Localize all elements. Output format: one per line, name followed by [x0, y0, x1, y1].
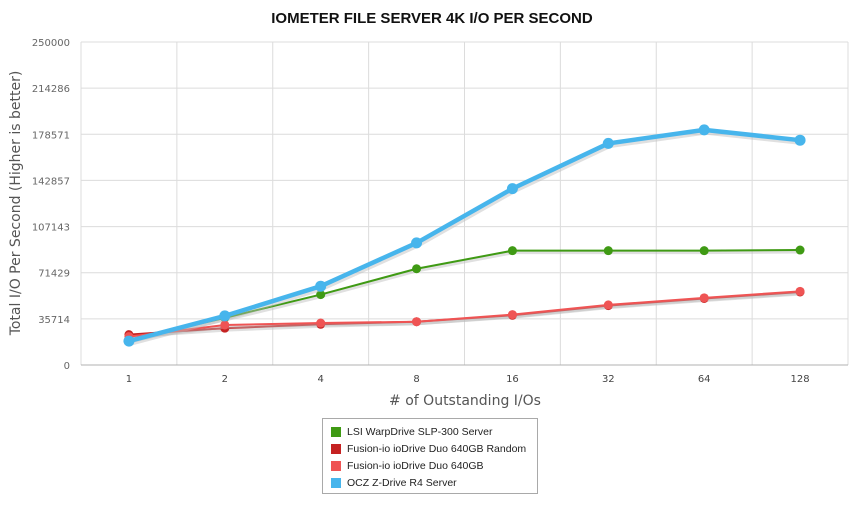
- data-point: [699, 293, 709, 303]
- legend-label: LSI WarpDrive SLP-300 Server: [347, 425, 493, 438]
- grid: [80, 41, 849, 366]
- chart-title: IOMETER FILE SERVER 4K I/O PER SECOND: [271, 10, 593, 27]
- data-point: [507, 310, 517, 320]
- data-point: [412, 317, 422, 327]
- data-point: [795, 286, 805, 296]
- data-point: [795, 245, 805, 255]
- data-point: [506, 183, 518, 195]
- data-point: [411, 237, 423, 249]
- y-tick-label: 107143: [32, 223, 70, 234]
- y-tick-label: 71429: [38, 269, 70, 280]
- x-tick-label: 128: [791, 374, 810, 385]
- legend-label: Fusion-io ioDrive Duo 640GB: [347, 459, 484, 472]
- legend-label: Fusion-io ioDrive Duo 640GB Random: [347, 442, 527, 455]
- y-tick-label: 35714: [38, 315, 70, 326]
- x-tick-label: 64: [698, 374, 711, 385]
- legend-swatch: [331, 460, 341, 471]
- data-point: [602, 137, 614, 149]
- data-point: [220, 320, 230, 330]
- x-tick-label: 8: [413, 374, 419, 385]
- y-axis-label: Total I/O Per Second (Higher is better): [8, 71, 24, 337]
- legend-swatch: [331, 426, 341, 437]
- data-point: [412, 264, 422, 274]
- legend-item: Fusion-io ioDrive Duo 640GB Random: [331, 440, 529, 457]
- data-point: [315, 280, 327, 292]
- y-axis-ticks: 0 35714 71429 107143 142857 178571 214286 25000…: [32, 38, 70, 372]
- data-point: [698, 124, 710, 136]
- y-tick-label: 250000: [32, 38, 70, 49]
- y-tick-label: 0: [64, 361, 70, 372]
- series-4: [123, 124, 806, 347]
- series-line-shadow: [129, 128, 802, 346]
- data-point: [507, 246, 517, 256]
- legend-swatch: [331, 443, 341, 454]
- data-point: [603, 300, 613, 310]
- x-tick-label: 2: [222, 374, 228, 385]
- series-line: [128, 127, 801, 344]
- legend-item: Fusion-io ioDrive Duo 640GB: [331, 457, 529, 474]
- legend: LSI WarpDrive SLP-300 Server Fusion-io io…: [322, 418, 538, 494]
- x-tick-label: 1: [126, 374, 132, 385]
- data-point: [699, 246, 709, 256]
- series-line: [128, 290, 801, 338]
- data-point: [123, 335, 135, 347]
- legend-item: OCZ Z-Drive R4 Server: [331, 474, 529, 491]
- series-line-shadow: [129, 290, 802, 341]
- x-tick-label: 32: [602, 374, 615, 385]
- data-point: [794, 134, 806, 146]
- legend-swatch: [331, 477, 341, 488]
- series-line: [128, 249, 801, 341]
- x-axis-ticks: 1 2 4 8 16 32 64 128: [126, 374, 810, 385]
- x-tick-label: 16: [506, 374, 519, 385]
- data-point: [219, 310, 231, 322]
- legend-label: OCZ Z-Drive R4 Server: [347, 476, 457, 489]
- y-tick-label: 214286: [32, 84, 70, 95]
- series-group: [123, 124, 806, 347]
- series-line-shadow: [129, 249, 802, 344]
- x-axis-label: # of Outstanding I/Os: [389, 393, 541, 409]
- data-point: [603, 246, 613, 256]
- y-tick-label: 142857: [32, 176, 70, 187]
- legend-item: LSI WarpDrive SLP-300 Server: [331, 423, 529, 440]
- data-point: [316, 290, 326, 300]
- series-line-shadow: [129, 291, 802, 339]
- data-point: [316, 318, 326, 328]
- y-tick-label: 178571: [32, 130, 70, 141]
- x-tick-label: 4: [318, 374, 324, 385]
